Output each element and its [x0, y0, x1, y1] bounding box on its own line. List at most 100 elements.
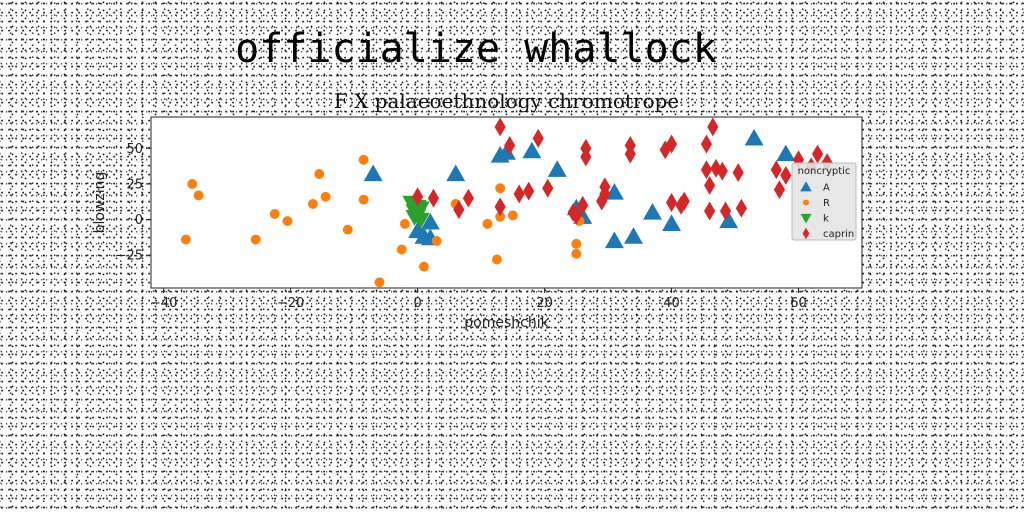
point-caprin [716, 161, 728, 181]
point-r [320, 191, 331, 202]
legend: noncryptic ARk caprin [791, 162, 857, 241]
x-tick-label: 60 [790, 296, 807, 311]
point-caprin [462, 188, 474, 208]
point-caprin [577, 195, 589, 215]
point-r [507, 210, 518, 221]
point-r [431, 236, 442, 246]
point-r [187, 179, 198, 189]
x-tick-label: 40 [663, 296, 680, 311]
legend-label: caprin [823, 229, 854, 240]
legend-marker-a [800, 181, 812, 192]
legend-marker-r [802, 199, 810, 206]
legend-box [791, 162, 857, 241]
point-r [250, 234, 261, 245]
point-caprin [542, 178, 554, 198]
point-r [482, 218, 493, 229]
x-tick-label: −20 [277, 296, 304, 311]
point-a [624, 227, 643, 244]
point-caprin [719, 201, 732, 221]
point-caprin [523, 181, 535, 201]
point-caprin [494, 117, 506, 137]
point-caprin [735, 198, 747, 218]
point-caprin [412, 187, 424, 207]
point-a [497, 143, 516, 160]
point-r [495, 211, 506, 222]
x-axis-label: pomeshchik [464, 315, 549, 331]
point-a [446, 164, 466, 182]
point-caprin [792, 150, 805, 170]
point-caprin [707, 117, 719, 137]
point-r [571, 238, 582, 249]
point-caprin [678, 191, 690, 211]
point-a [604, 183, 624, 200]
legend-label: k [823, 214, 829, 225]
figure-suptitle: officialize whallock [235, 26, 717, 72]
point-r [399, 218, 410, 229]
point-caprin [624, 144, 636, 164]
point-r [307, 198, 318, 209]
point-a [643, 203, 662, 220]
legend-label: A [823, 183, 830, 194]
point-caprin [570, 205, 582, 225]
point-r [419, 261, 429, 272]
point-caprin [494, 197, 506, 217]
x-tick-label: 20 [536, 296, 553, 311]
legend-marker-caprin [802, 227, 810, 240]
y-tick-label: −25 [116, 249, 143, 264]
point-a [522, 141, 542, 159]
point-r [358, 194, 369, 205]
point-caprin [599, 177, 611, 197]
point-caprin [453, 200, 465, 220]
point-caprin [811, 144, 824, 164]
legend-label: R [823, 198, 830, 209]
y-tick-label: 25 [126, 177, 143, 192]
point-r [358, 154, 369, 165]
y-axis-label: blowzing [92, 172, 108, 234]
point-caprin [700, 134, 713, 154]
legend-title: noncryptic [798, 166, 851, 177]
point-caprin [700, 160, 713, 180]
point-r [180, 234, 191, 245]
point-caprin [770, 160, 782, 180]
point-a [744, 128, 764, 146]
point-r [193, 190, 204, 201]
data-marks [180, 117, 833, 288]
x-tick-label: −40 [150, 296, 177, 311]
plot-frame [150, 116, 863, 289]
point-caprin [532, 128, 544, 148]
legend-marker-k [800, 213, 812, 224]
point-caprin [704, 175, 716, 195]
point-a [662, 214, 682, 231]
axes: −40 −20 0 20 40 60 −25 0 25 50 [116, 116, 863, 311]
point-caprin [665, 134, 678, 154]
point-caprin [675, 195, 687, 215]
point-r [282, 216, 293, 226]
point-a [604, 231, 624, 249]
point-caprin [704, 201, 716, 221]
point-r [492, 254, 502, 265]
point-caprin [773, 180, 786, 200]
point-a [776, 144, 796, 162]
point-caprin [504, 136, 516, 155]
point-k [408, 205, 427, 222]
point-r [571, 248, 582, 259]
point-caprin [732, 163, 744, 183]
point-a [420, 213, 440, 230]
chart-title: F X palaeoethnology chromotrope [334, 89, 679, 113]
point-a [363, 164, 383, 182]
point-caprin [780, 165, 792, 185]
x-tick-label: 0 [413, 296, 421, 311]
point-caprin [513, 184, 525, 204]
point-r [396, 244, 407, 255]
y-tick-label: 0 [135, 213, 143, 228]
point-a [719, 211, 739, 229]
point-r [495, 183, 506, 194]
point-caprin [580, 147, 592, 167]
y-tick-label: 50 [126, 142, 143, 157]
point-r [314, 169, 325, 179]
point-r [342, 224, 353, 235]
point-caprin [427, 188, 440, 208]
point-r [374, 277, 385, 288]
point-caprin [665, 193, 678, 212]
